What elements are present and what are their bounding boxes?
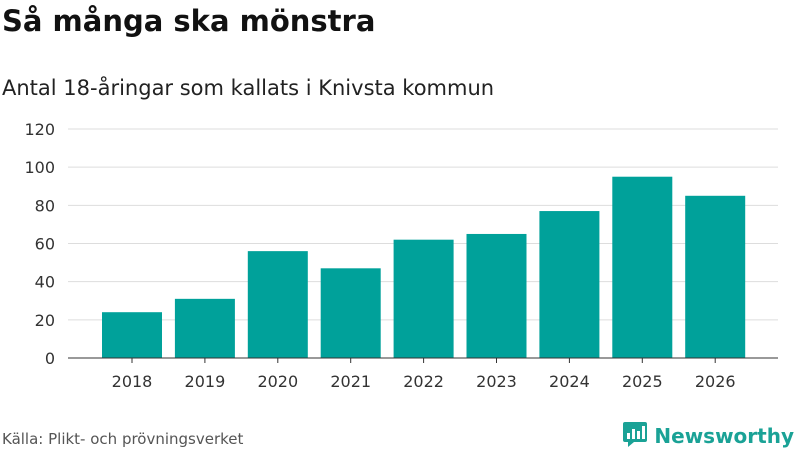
bars <box>102 176 746 358</box>
newsworthy-logo-icon <box>622 420 648 452</box>
y-axis-ticks: 0 20 40 60 80 100 120 <box>24 120 55 368</box>
brand-name: Newsworthy <box>654 424 794 448</box>
bar-2019 <box>174 298 235 358</box>
bar-2023 <box>466 233 527 358</box>
y-tick-label: 60 <box>35 235 55 254</box>
x-tick-label: 2019 <box>185 372 226 391</box>
y-tick-label: 40 <box>35 273 55 292</box>
bar-2018 <box>102 312 162 358</box>
bar-2024 <box>539 211 600 358</box>
x-tick-label: 2023 <box>476 372 517 391</box>
x-tick-label: 2024 <box>549 372 590 391</box>
bar-2021 <box>320 268 381 358</box>
brand-logo: Newsworthy <box>622 420 794 452</box>
x-axis-ticks: 2018 2019 2020 2021 2022 2023 2024 2025 2026 <box>112 358 736 391</box>
y-tick-label: 0 <box>45 349 55 368</box>
chart-subtitle: Antal 18-åringar som kallats i Knivsta k… <box>2 76 495 100</box>
bar-2025 <box>612 176 673 358</box>
y-tick-label: 20 <box>35 311 55 330</box>
y-tick-label: 100 <box>24 158 55 177</box>
chart-title: Så många ska mönstra <box>2 4 376 38</box>
bar-chart: 0 20 40 60 80 100 120 2018 2019 2020 2021 2022 2023… <box>24 120 778 391</box>
x-tick-label: 2022 <box>403 372 444 391</box>
x-tick-label: 2021 <box>330 372 371 391</box>
y-tick-label: 120 <box>24 120 55 139</box>
source-note: Källa: Plikt- och prövningsverket <box>2 430 244 448</box>
x-tick-label: 2026 <box>695 372 736 391</box>
bar-2026 <box>685 195 746 358</box>
bar-2020 <box>247 251 308 358</box>
x-tick-label: 2018 <box>112 372 153 391</box>
x-tick-label: 2025 <box>622 372 663 391</box>
bar-2022 <box>393 239 454 358</box>
x-tick-label: 2020 <box>257 372 298 391</box>
y-tick-label: 80 <box>35 196 55 215</box>
